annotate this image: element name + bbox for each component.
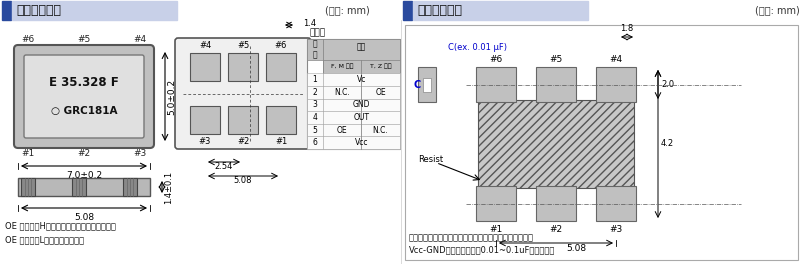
Text: 1: 1 xyxy=(313,75,318,84)
Bar xyxy=(0,0,802,21)
Text: 1.4: 1.4 xyxy=(303,18,316,27)
Text: 引
脚: 引 脚 xyxy=(313,40,318,59)
Bar xyxy=(190,53,220,81)
Text: 5.0±0.2: 5.0±0.2 xyxy=(167,78,176,115)
Text: Vcc-GND之间）添加一个0.01~0.1uF的去耦电容: Vcc-GND之间）添加一个0.01~0.1uF的去耦电容 xyxy=(409,246,555,254)
Bar xyxy=(596,186,636,221)
Text: 3: 3 xyxy=(313,100,318,109)
Bar xyxy=(18,178,150,196)
Text: #5: #5 xyxy=(77,35,91,44)
Text: #2: #2 xyxy=(237,138,249,147)
Bar xyxy=(2,1,11,20)
Bar xyxy=(12,1,177,20)
Text: 引脚图: 引脚图 xyxy=(309,29,325,37)
Text: (单位: mm): (单位: mm) xyxy=(755,6,800,16)
Bar xyxy=(307,136,400,149)
Text: #1: #1 xyxy=(489,225,503,234)
Text: #3: #3 xyxy=(610,225,622,234)
Bar xyxy=(123,178,137,196)
Text: 5.08: 5.08 xyxy=(74,213,94,221)
Bar xyxy=(596,67,636,102)
Text: OE 引脚＝「H」或「打开」：指定的频率输出: OE 引脚＝「H」或「打开」：指定的频率输出 xyxy=(5,221,115,230)
Text: 1.1: 1.1 xyxy=(322,44,335,53)
Bar xyxy=(536,186,576,221)
FancyBboxPatch shape xyxy=(175,38,311,149)
Text: N.C.: N.C. xyxy=(334,88,350,97)
Text: C: C xyxy=(414,79,421,89)
Bar xyxy=(323,60,400,73)
Bar xyxy=(266,106,296,134)
Text: 6: 6 xyxy=(313,138,318,147)
Bar xyxy=(21,178,35,196)
Bar xyxy=(536,67,576,102)
Text: 5.08: 5.08 xyxy=(233,176,253,185)
Text: #6: #6 xyxy=(22,35,34,44)
Bar xyxy=(403,1,412,20)
Text: ○ GRC181A: ○ GRC181A xyxy=(51,106,117,116)
Text: (单位: mm): (单位: mm) xyxy=(326,6,370,16)
Bar xyxy=(307,39,400,60)
Text: #1: #1 xyxy=(275,138,287,147)
Text: 1.8: 1.8 xyxy=(621,24,634,33)
Bar xyxy=(307,98,400,111)
Text: OE: OE xyxy=(337,126,347,135)
Text: #4: #4 xyxy=(133,35,147,44)
Bar xyxy=(418,67,436,102)
Bar xyxy=(228,106,258,134)
Text: OE 引脚＝「L」：输出为高阻抗: OE 引脚＝「L」：输出为高阻抗 xyxy=(5,235,84,244)
Bar xyxy=(478,100,634,188)
Bar xyxy=(72,178,86,196)
Bar xyxy=(228,53,258,81)
Bar xyxy=(423,78,431,92)
Text: #3: #3 xyxy=(199,138,211,147)
Text: 5.08: 5.08 xyxy=(566,244,586,253)
Bar xyxy=(476,67,516,102)
Text: E 35.328 F: E 35.328 F xyxy=(49,76,119,89)
Text: #4: #4 xyxy=(610,54,622,64)
Bar xyxy=(476,186,516,221)
Bar xyxy=(307,111,400,124)
Text: N.C.: N.C. xyxy=(373,126,388,135)
Text: 连接: 连接 xyxy=(357,43,367,52)
Text: Vc: Vc xyxy=(357,75,367,84)
Text: #2: #2 xyxy=(549,225,562,234)
Text: 外部尺寸规格: 外部尺寸规格 xyxy=(16,4,61,17)
Text: #5: #5 xyxy=(549,54,563,64)
Text: Vcc: Vcc xyxy=(354,138,368,147)
Bar xyxy=(413,1,588,20)
Bar xyxy=(307,86,400,98)
Text: #4: #4 xyxy=(199,40,211,50)
Text: 4: 4 xyxy=(313,113,318,122)
Text: 2.0: 2.0 xyxy=(661,80,674,89)
Text: OE: OE xyxy=(375,88,386,97)
Bar xyxy=(266,53,296,81)
Bar xyxy=(307,39,400,149)
Text: 2.6: 2.6 xyxy=(322,69,335,78)
Text: #5: #5 xyxy=(237,40,249,50)
Text: 4.2: 4.2 xyxy=(661,139,674,148)
Text: OUT: OUT xyxy=(354,113,370,122)
Text: C(ex. 0.01 μF): C(ex. 0.01 μF) xyxy=(448,43,507,51)
Text: #2: #2 xyxy=(78,149,91,158)
Text: 2.54: 2.54 xyxy=(215,162,233,171)
Text: T, Z 类型: T, Z 类型 xyxy=(370,64,391,69)
Bar xyxy=(307,124,400,136)
Text: 7.0±0.2: 7.0±0.2 xyxy=(66,171,102,180)
Text: F, M 类型: F, M 类型 xyxy=(330,64,353,69)
Text: GND: GND xyxy=(353,100,371,109)
Text: #3: #3 xyxy=(133,149,147,158)
Text: 2: 2 xyxy=(313,88,318,97)
Text: 5: 5 xyxy=(313,126,318,135)
FancyBboxPatch shape xyxy=(14,45,154,148)
Text: 1.4±0.1: 1.4±0.1 xyxy=(164,171,173,204)
FancyBboxPatch shape xyxy=(24,55,144,138)
Bar xyxy=(190,106,220,134)
Text: #1: #1 xyxy=(22,149,34,158)
Text: Resist: Resist xyxy=(418,155,444,164)
Text: #6: #6 xyxy=(489,54,503,64)
Text: 推荐焊盘尺寸: 推荐焊盘尺寸 xyxy=(417,4,462,17)
Bar xyxy=(307,73,400,86)
Text: 为了维持稳定运行，在接近晶体产品的电源输入端处（在: 为了维持稳定运行，在接近晶体产品的电源输入端处（在 xyxy=(409,233,534,243)
Text: #6: #6 xyxy=(275,40,287,50)
